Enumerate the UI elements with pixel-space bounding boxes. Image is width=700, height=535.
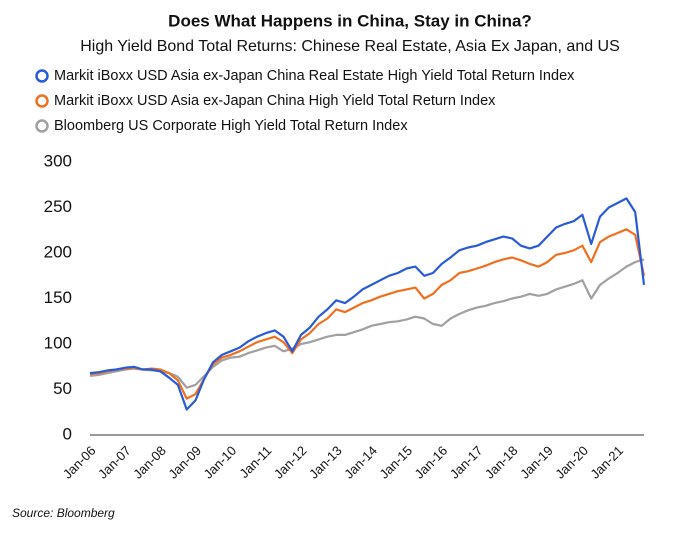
x-tick-label: Jan-09: [165, 443, 204, 482]
x-tick-label: Jan-18: [482, 443, 521, 482]
y-tick-label: 250: [44, 197, 72, 216]
chart-title: Does What Happens in China, Stay in Chin…: [168, 11, 532, 30]
x-tick-label: Jan-08: [130, 443, 169, 482]
x-tick-label: Jan-13: [306, 443, 345, 482]
legend-label: Markit iBoxx USD Asia ex-Japan China Hig…: [54, 93, 496, 109]
series-line: [89, 197, 646, 411]
legend-label: Bloomberg US Corporate High Yield Total …: [54, 118, 408, 134]
y-tick-label: 200: [44, 242, 72, 261]
series-line: [89, 228, 646, 400]
x-tick-label: Jan-21: [587, 443, 626, 482]
series-line: [89, 258, 645, 389]
y-tick-label: 100: [44, 333, 72, 352]
legend-marker: [35, 69, 49, 83]
x-tick-label: Jan-10: [201, 443, 240, 482]
x-tick-label: Jan-06: [60, 443, 99, 482]
x-tick-label: Jan-16: [412, 443, 451, 482]
x-tick-label: Jan-15: [376, 443, 415, 482]
x-tick-label: Jan-12: [271, 443, 310, 482]
x-tick-label: Jan-19: [517, 443, 556, 482]
x-tick-label: Jan-14: [341, 443, 380, 482]
legend-label: Markit iBoxx USD Asia ex-Japan China Rea…: [54, 68, 575, 84]
y-tick-label: 0: [63, 424, 72, 443]
source: Source: Bloomberg: [12, 506, 115, 520]
y-tick-label: 300: [44, 151, 72, 170]
y-tick-label: 150: [44, 288, 72, 307]
y-tick-label: 50: [53, 379, 72, 398]
x-tick-label: Jan-20: [552, 443, 591, 482]
x-tick-label: Jan-11: [236, 443, 274, 481]
x-tick-label: Jan-17: [447, 443, 486, 482]
x-tick-label: Jan-07: [95, 443, 134, 482]
legend-marker: [35, 94, 49, 108]
chart-subtitle: High Yield Bond Total Returns: Chinese R…: [80, 38, 620, 55]
legend-marker: [35, 119, 49, 133]
